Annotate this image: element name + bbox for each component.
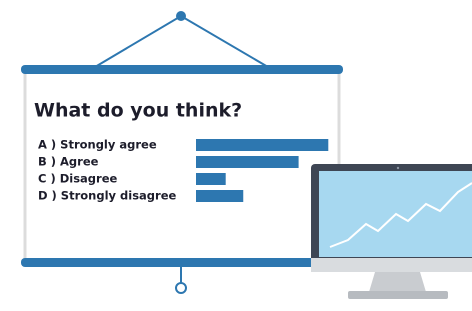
hanging-string [95,16,268,67]
bar [196,139,328,151]
bar [196,190,243,202]
chart-title: What do you think? [34,100,242,122]
hook [176,11,186,21]
board-ring [176,283,186,293]
monitor-stand [369,272,426,292]
illustration: What do you think? A ) Strongly agree B )… [0,0,472,311]
monitor-base [348,291,448,299]
category-label: B ) Agree [38,155,99,169]
camera [397,167,399,169]
bar [196,173,226,185]
page: {"chart_data": {"type": "bar", "orientat… [0,0,472,311]
category-label: D ) Strongly disagree [38,189,177,203]
board-top-bar [21,65,343,74]
board-bottom-bar [21,258,343,267]
category-label: C ) Disagree [38,172,117,186]
monitor-chin [311,258,472,272]
category-label: A ) Strongly agree [38,138,157,152]
bar [196,156,299,168]
